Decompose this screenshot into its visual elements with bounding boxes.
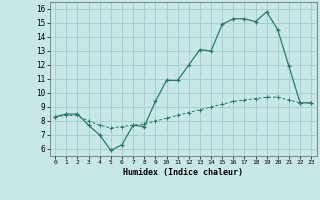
X-axis label: Humidex (Indice chaleur): Humidex (Indice chaleur) [123, 168, 243, 177]
